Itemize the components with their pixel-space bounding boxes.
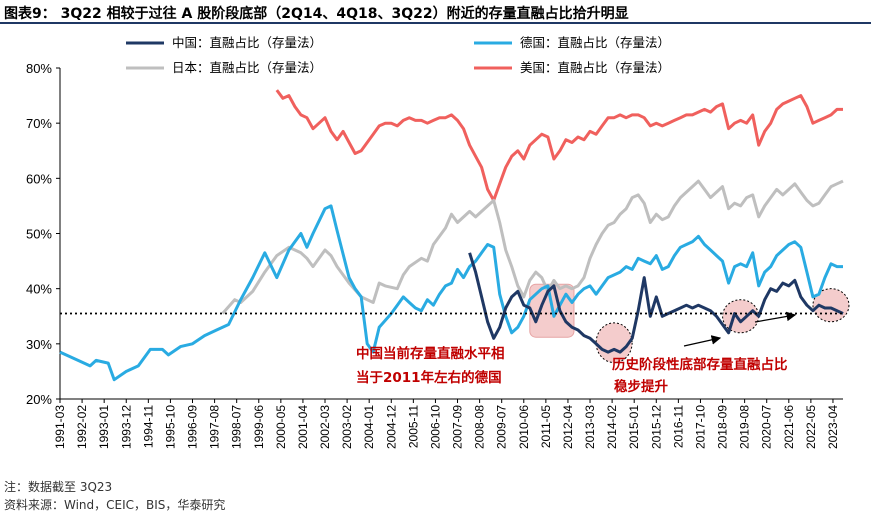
x-tick-label: 2006-10 xyxy=(428,405,442,449)
legend-label-1: 德国：直融占比（存量法） xyxy=(520,35,670,50)
y-tick-label: 80% xyxy=(26,61,52,76)
y-tick-label: 30% xyxy=(26,337,52,352)
x-tick-label: 2010-06 xyxy=(517,405,531,449)
legend-label-3: 美国：直融占比（存量法） xyxy=(520,60,670,75)
x-tick-label: 1996-09 xyxy=(186,405,200,449)
x-tick-label: 2009-07 xyxy=(495,405,509,449)
y-tick-label: 20% xyxy=(26,392,52,407)
series-line-2 xyxy=(221,179,844,315)
series-line-3 xyxy=(275,89,843,202)
source-note: 资料来源：Wind，CEIC，BIS，华泰研究 xyxy=(4,498,226,512)
x-tick-label: 2023-04 xyxy=(826,405,840,449)
x-tick-label: 1994-11 xyxy=(141,405,155,448)
x-tick-label: 2000-05 xyxy=(274,405,288,449)
x-tick-label: 1993-12 xyxy=(119,405,133,449)
x-tick-label: 2015-01 xyxy=(627,405,641,449)
x-tick-label: 2007-09 xyxy=(451,405,465,449)
x-tick-label: 1995-10 xyxy=(163,405,177,449)
trend-arrow-1 xyxy=(683,335,722,347)
x-tick-label: 2004-01 xyxy=(362,405,376,449)
x-tick-label: 2017-10 xyxy=(693,405,707,449)
x-tick-label: 1991-03 xyxy=(53,405,67,449)
y-tick-label: 70% xyxy=(26,116,52,131)
x-tick-label: 2008-08 xyxy=(473,405,487,449)
x-tick-label: 2021-06 xyxy=(782,405,796,449)
x-tick-label: 2022-05 xyxy=(804,405,818,449)
x-tick-label: 2019-08 xyxy=(738,405,752,449)
x-tick-label: 2003-02 xyxy=(340,405,354,449)
x-tick-label: 1992-02 xyxy=(75,405,89,449)
x-tick-label: 2016-11 xyxy=(671,405,685,448)
footnote: 注：数据截至 3Q23 xyxy=(4,480,113,494)
annotation-text: 历史阶段性底部存量直融占比 xyxy=(612,356,788,373)
annotation-text: 当于2011年左右的德国 xyxy=(356,369,502,386)
annotation-text: 稳步提升 xyxy=(614,378,668,395)
x-tick-label: 1997-08 xyxy=(208,405,222,449)
series-line-1 xyxy=(59,204,843,382)
x-tick-label: 2011-05 xyxy=(539,405,553,448)
title-divider xyxy=(0,22,871,24)
x-tick-label: 2002-03 xyxy=(318,405,332,449)
series-line-0 xyxy=(468,252,844,354)
annotation-text: 中国当前存量直融水平相 xyxy=(356,345,505,362)
x-tick-label: 2013-03 xyxy=(583,405,597,449)
x-tick-label: 2015-12 xyxy=(649,405,663,449)
chart-title: 图表9： 3Q22 相较于过往 A 股阶段底部（2Q14、4Q18、3Q22）附… xyxy=(4,6,629,22)
y-tick-label: 60% xyxy=(26,171,52,186)
x-tick-label: 1993-01 xyxy=(97,405,111,449)
bottom-highlight-circle xyxy=(595,322,633,364)
legend-label-0: 中国：直融占比（存量法） xyxy=(172,35,322,50)
x-tick-label: 2020-07 xyxy=(760,405,774,449)
y-tick-label: 50% xyxy=(26,227,52,242)
legend-label-2: 日本：直融占比（存量法） xyxy=(172,60,322,75)
x-tick-label: 2005-11 xyxy=(406,405,420,448)
x-tick-label: 1998-07 xyxy=(230,405,244,449)
bottom-highlight-circle xyxy=(722,299,760,334)
x-tick-label: 2012-04 xyxy=(561,405,575,449)
x-tick-label: 2001-04 xyxy=(296,405,310,449)
y-tick-label: 40% xyxy=(26,282,52,297)
x-tick-label: 1999-06 xyxy=(252,405,266,449)
line-chart: 20% 30% 40% 50% 60% 70% 80% 1991-03 1992-02 1993-… xyxy=(26,35,850,449)
x-tick-label: 2018-09 xyxy=(716,405,730,449)
x-tick-label: 2014-02 xyxy=(605,405,619,449)
x-tick-label: 2004-12 xyxy=(384,405,398,449)
trend-arrow-2 xyxy=(754,311,797,323)
